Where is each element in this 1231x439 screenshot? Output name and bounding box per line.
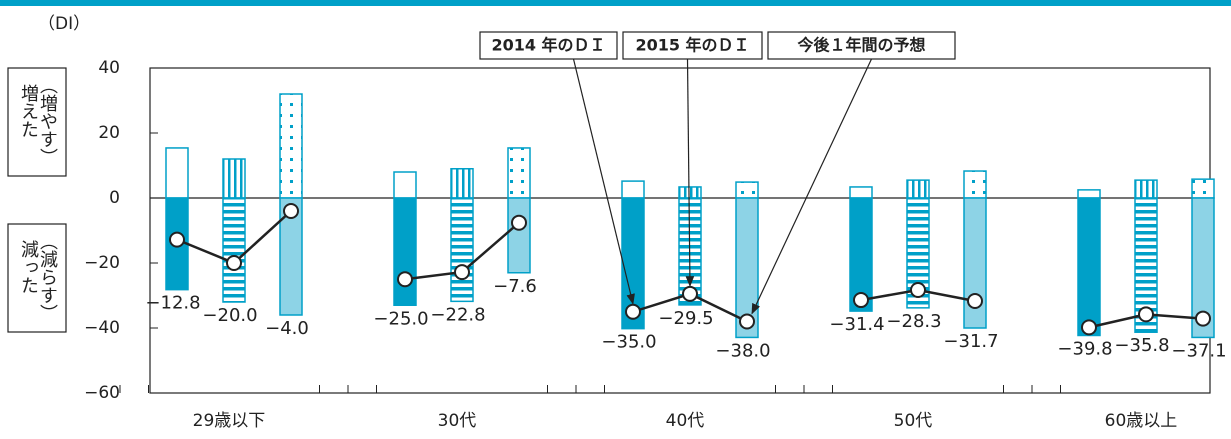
decrease-bar — [222, 197, 246, 303]
legend-box — [622, 31, 763, 60]
increase-bar — [222, 158, 246, 199]
increase-bar — [507, 147, 531, 199]
legend-box — [767, 31, 956, 60]
x-tick-label: 29歳以下 — [193, 411, 266, 431]
y-tick-label: −40 — [84, 318, 120, 338]
di-label: −7.6 — [493, 276, 537, 297]
increase-bar — [621, 180, 645, 199]
y-tick-label: 40 — [98, 58, 120, 78]
legend-label: 今後１年間の予想 — [796, 36, 925, 55]
di-point — [397, 271, 413, 288]
top-band — [0, 0, 1231, 6]
di-point — [739, 313, 755, 330]
increase-bar — [963, 170, 987, 199]
decrease-bar — [507, 197, 531, 274]
di-point — [169, 231, 185, 248]
increase-bar — [906, 179, 930, 199]
di-point — [1195, 310, 1211, 327]
y-tick-label: −60 — [84, 383, 120, 403]
decrease-bar — [279, 197, 303, 316]
increase-bar — [849, 186, 873, 199]
di-point — [226, 255, 242, 271]
x-tick-label: 50代 — [894, 411, 933, 431]
decrease-bar — [393, 197, 417, 306]
legend-arrow — [685, 58, 695, 287]
increase-bar — [678, 186, 702, 199]
increase-box — [7, 67, 67, 177]
increase-main: 増えた — [18, 84, 39, 138]
decrease-bar — [849, 197, 873, 312]
di-point — [283, 203, 299, 219]
increase-bar — [450, 168, 474, 199]
di-point — [511, 214, 527, 231]
y-tick-label: 0 — [109, 188, 120, 208]
increase-bar — [279, 93, 303, 199]
x-tick-label: 30代 — [438, 411, 477, 431]
increase-bar — [1191, 178, 1215, 199]
y-tick-label: −20 — [84, 253, 120, 273]
x-tick-label: 60歳以上 — [1105, 411, 1178, 431]
y-tick-label: 20 — [98, 123, 120, 143]
decrease-bar — [1077, 197, 1101, 337]
di-label: −39.8 — [1057, 338, 1112, 359]
increase-note: （増やす） — [37, 76, 58, 166]
di-label: −35.0 — [601, 332, 656, 353]
legend-arrow — [751, 58, 873, 315]
decrease-box — [7, 223, 67, 333]
di-point — [853, 292, 869, 309]
x-tick-label: 40代 — [666, 411, 705, 431]
decrease-bar — [735, 197, 759, 339]
increase-bar — [393, 171, 417, 199]
legend-box — [479, 31, 618, 60]
di-label: −20.0 — [202, 305, 257, 326]
y-unit-label: （DI） — [38, 14, 90, 34]
di-point — [682, 285, 698, 302]
di-point — [625, 303, 641, 320]
decrease-bar — [1191, 197, 1215, 339]
di-label: −37.1 — [1171, 340, 1226, 361]
legend-label: 2014 年のＤＩ — [491, 36, 605, 55]
decrease-bar — [1134, 197, 1158, 333]
di-label: −12.8 — [145, 293, 200, 314]
di-label: −31.4 — [829, 314, 884, 335]
increase-bar — [735, 181, 759, 199]
di-label: −35.8 — [1114, 335, 1169, 356]
di-point — [1081, 319, 1097, 336]
increase-bar — [1077, 189, 1101, 199]
di-label: −25.0 — [373, 308, 428, 329]
di-point — [1138, 306, 1154, 323]
increase-bar — [1134, 179, 1158, 199]
legend-arrow — [572, 58, 635, 305]
decrease-bar — [906, 197, 930, 309]
di-point — [967, 293, 983, 310]
decrease-note: （減らす） — [37, 232, 58, 322]
di-label: −29.5 — [658, 308, 713, 329]
di-label: −22.8 — [430, 304, 485, 325]
di-label: −38.0 — [715, 340, 770, 361]
di-point — [454, 264, 470, 281]
legend-label: 2015 年のＤＩ — [635, 36, 749, 55]
di-label: −28.3 — [886, 311, 941, 332]
di-label: −31.7 — [943, 331, 998, 352]
decrease-bar — [450, 197, 474, 303]
di-point — [910, 281, 926, 298]
decrease-main: 減った — [18, 240, 39, 294]
increase-bar — [165, 147, 189, 199]
di-label: −4.0 — [265, 318, 309, 339]
